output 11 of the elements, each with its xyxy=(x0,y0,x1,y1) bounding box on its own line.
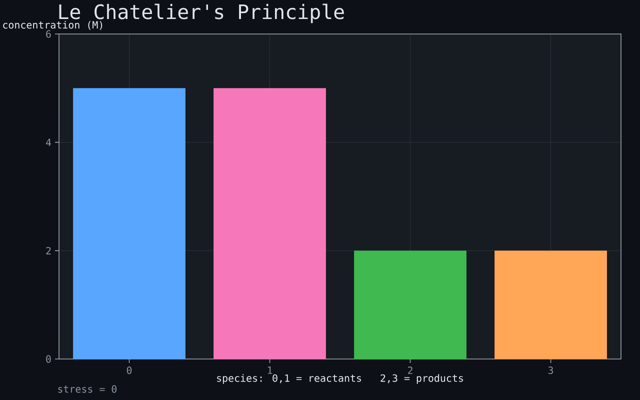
x-tick-label: 2 xyxy=(408,366,412,374)
x-tick-label: 0 xyxy=(126,366,132,374)
x-tick-label: 3 xyxy=(548,366,554,374)
x-tick-label: 1 xyxy=(268,366,272,374)
y-tick-label: 6 xyxy=(46,30,51,38)
y-tick-label: 2 xyxy=(46,246,51,254)
y-tick-label: 0 xyxy=(46,355,51,363)
text: stress = 0 xyxy=(58,385,117,393)
y-axis-title: concentration (M) xyxy=(3,20,102,30)
y-tick-label: 4 xyxy=(46,138,52,146)
x-axis-title: species: 0,1 = reactants 2,3 = products xyxy=(217,374,463,384)
